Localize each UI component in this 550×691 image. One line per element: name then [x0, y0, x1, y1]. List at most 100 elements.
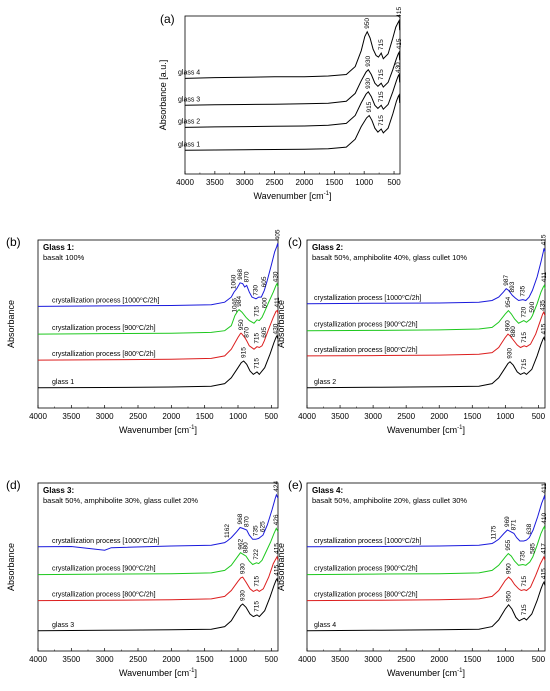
- peak-label: 715: [378, 91, 385, 102]
- peak-label: 417: [541, 543, 548, 554]
- peak-label: 715: [378, 69, 385, 80]
- x-tick-label: 3000: [364, 655, 382, 664]
- x-tick-label: 1000: [496, 412, 514, 421]
- x-tick-label: 1500: [325, 178, 343, 187]
- peak-label: 415: [274, 543, 281, 554]
- series-line: [306, 580, 546, 632]
- series-label: crystallization process [1000⁰C/2h]: [314, 537, 422, 545]
- peak-label: 1046: [232, 298, 239, 313]
- x-tick-label: 2500: [129, 655, 147, 664]
- peak-label: 715: [254, 306, 261, 317]
- panel-c: (c) 4000 3500 3000 2500 2000 1500 1000 500 Wavenu…: [276, 234, 548, 435]
- peak-label: 870: [243, 327, 250, 338]
- x-tick-label: 500: [532, 412, 546, 421]
- x-tick-label: 3500: [331, 412, 349, 421]
- series-line: [37, 577, 279, 632]
- series-label: glass 1: [52, 379, 74, 386]
- peak-label: 930: [239, 590, 246, 601]
- x-tick-label: 500: [265, 655, 279, 664]
- peak-label: 600: [261, 297, 268, 308]
- peak-label: 968: [237, 513, 244, 524]
- peak-label: 962: [237, 538, 244, 549]
- series-line: [37, 243, 279, 307]
- x-tick-label: 2000: [430, 655, 448, 664]
- panel-b: (b) 4000 3500 3000 2500 2000 1500 1000 500 Wavenu…: [6, 229, 281, 435]
- peak-label: 735: [252, 525, 259, 536]
- x-tick-label: 1000: [229, 655, 247, 664]
- y-axis-label: Absorbance: [276, 543, 286, 591]
- series-label: crystallization process [800⁰C/2h]: [52, 591, 156, 599]
- panel-d: (d) 4000 3500 3000 2500 2000 1500 1000 500 Wavenu…: [6, 478, 281, 678]
- x-tick-label: 500: [387, 178, 401, 187]
- peak-label: 411: [274, 297, 281, 308]
- panel-tag: (d): [6, 478, 21, 492]
- peak-label: 405: [274, 229, 281, 240]
- x-tick-label: 2000: [296, 178, 314, 187]
- x-tick-label: 2500: [129, 412, 147, 421]
- panel-tag: (e): [288, 478, 303, 492]
- peak-label: 930: [365, 55, 372, 66]
- series-label: glass 4: [178, 69, 200, 76]
- x-tick-label: 4000: [298, 412, 316, 421]
- x-tick-label: 3000: [96, 655, 114, 664]
- x-tick-label: 1500: [196, 412, 214, 421]
- y-axis-label: Absorbance: [276, 300, 286, 348]
- peak-label: 715: [521, 332, 528, 343]
- peak-label: 880: [243, 542, 250, 553]
- peak-label: 960: [505, 320, 512, 331]
- plot-frame: [37, 482, 279, 652]
- chart-title: Glass 4:: [312, 486, 343, 495]
- peak-label: 424: [273, 481, 280, 492]
- x-axis-label: Wavenumber [cm-1]: [119, 668, 197, 678]
- peak-label: 1162: [224, 524, 231, 538]
- peak-label: 930: [507, 348, 514, 359]
- x-tick-label: 4000: [29, 655, 47, 664]
- peak-label: 430: [273, 323, 280, 334]
- series-line: [306, 284, 546, 332]
- series-line: [37, 493, 279, 551]
- x-tick-label: 500: [532, 655, 546, 664]
- peak-label: 411: [541, 483, 548, 494]
- peak-label: 605: [261, 327, 268, 338]
- peak-label: 415: [274, 565, 281, 576]
- peak-label: 984: [236, 295, 243, 306]
- panel-a: (a) 4000 3500 3000 2500 2000 1500 1000 500 Wavenu…: [158, 7, 403, 201]
- peak-label: 968: [237, 269, 244, 280]
- series-label: glass 2: [178, 118, 200, 125]
- series-line: [306, 336, 546, 389]
- peak-label: 415: [541, 568, 548, 579]
- peak-label: 955: [505, 539, 512, 550]
- panel-e: (e) 4000 3500 3000 2500 2000 1500 1000 500 Wavenu…: [276, 478, 548, 678]
- series-label: crystallization process [900⁰C/2h]: [52, 324, 156, 332]
- peak-label: 870: [243, 516, 250, 527]
- series-line: [184, 93, 401, 151]
- series-label: crystallization process [800⁰C/2h]: [314, 346, 418, 354]
- peak-label: 415: [396, 7, 403, 18]
- x-tick-label: 3000: [96, 412, 114, 421]
- x-tick-label: 2500: [266, 178, 284, 187]
- x-tick-label: 3000: [364, 412, 382, 421]
- x-axis-label: Wavenumber [cm-1]: [387, 425, 465, 435]
- peak-label: 880: [510, 326, 517, 337]
- x-tick-label: 1000: [355, 178, 373, 187]
- x-tick-label: 2500: [397, 655, 415, 664]
- peak-label: 954: [505, 296, 512, 307]
- peak-label: 715: [521, 358, 528, 369]
- peak-label: 722: [253, 549, 260, 560]
- series-label: crystallization process [800⁰C/2h]: [52, 350, 156, 358]
- peak-label: 715: [254, 358, 261, 369]
- x-tick-label: 1000: [229, 412, 247, 421]
- peak-label: 871: [511, 519, 518, 530]
- peak-label: 720: [521, 306, 528, 317]
- peak-label: 870: [243, 271, 250, 282]
- peak-label: 915: [240, 347, 247, 358]
- peak-label: 430: [273, 271, 280, 282]
- panel-tag: (c): [288, 235, 302, 249]
- peak-label: 585: [529, 543, 536, 554]
- peak-label: 415: [396, 38, 403, 49]
- series-line: [306, 494, 546, 548]
- series-line: [306, 248, 546, 305]
- x-tick-label: 1500: [463, 412, 481, 421]
- peak-label: 735: [520, 285, 527, 296]
- peak-label: 915: [366, 101, 373, 112]
